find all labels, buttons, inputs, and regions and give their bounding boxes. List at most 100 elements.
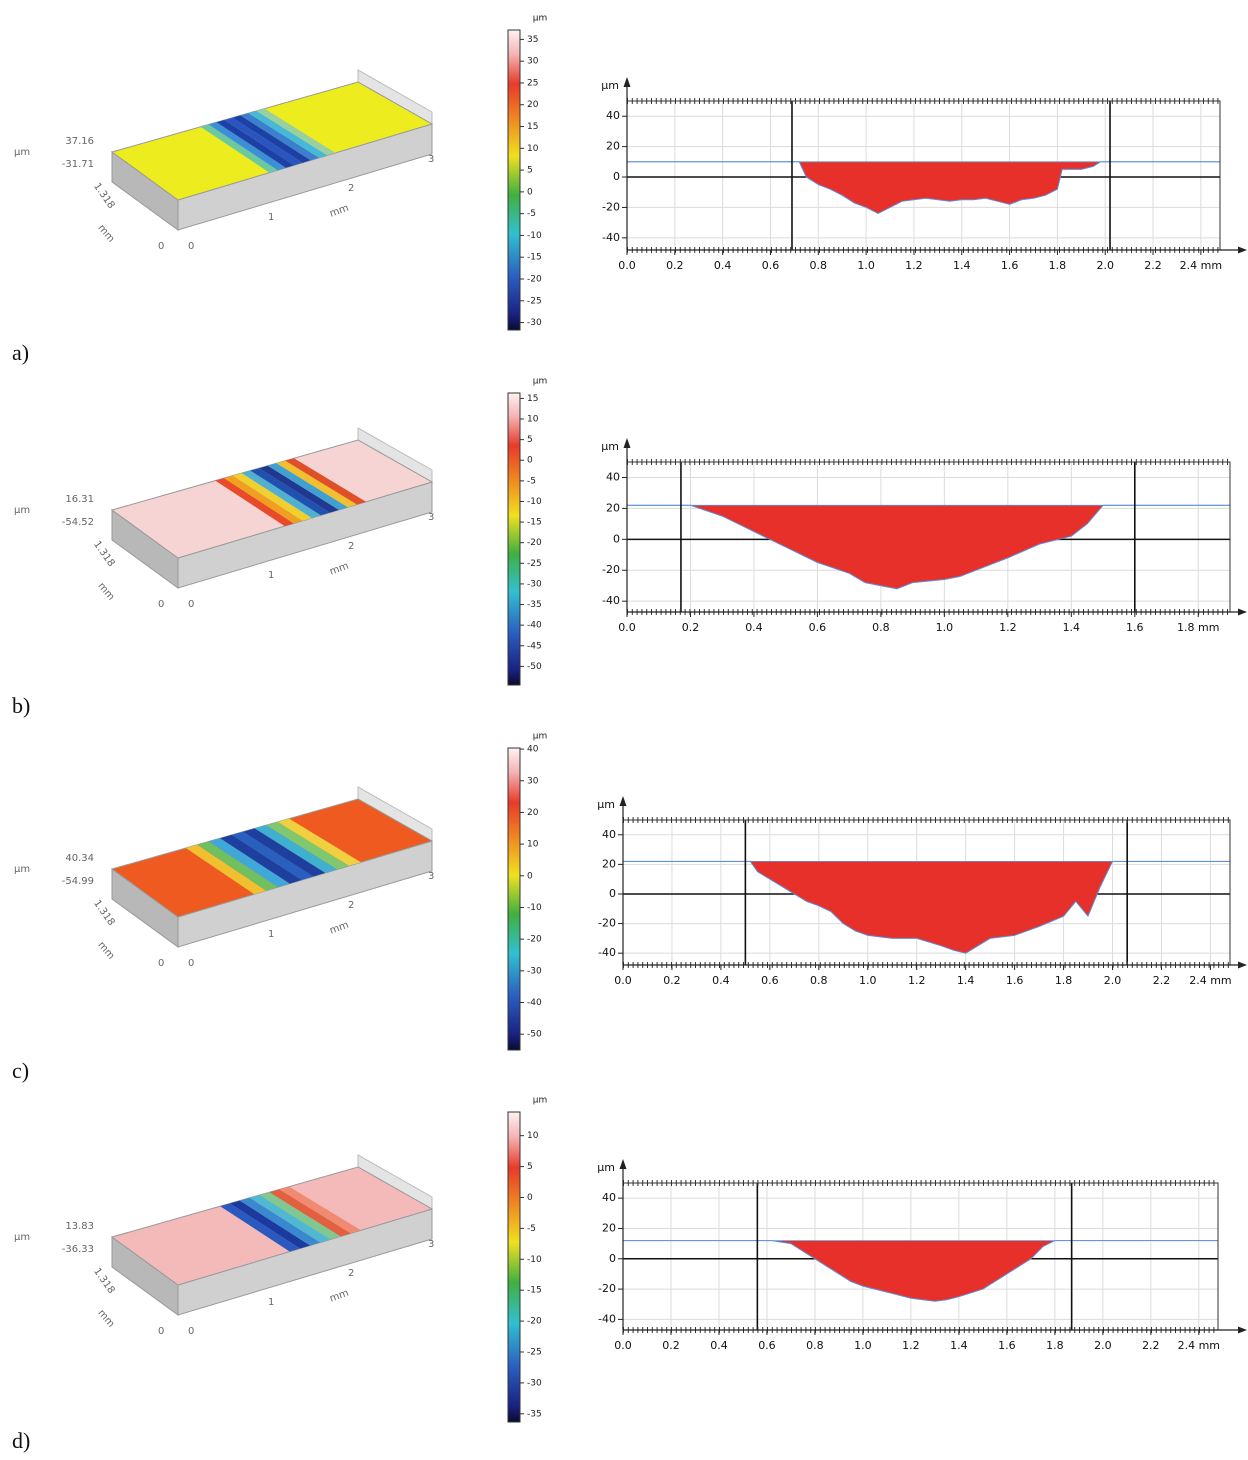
width-unit: mm <box>95 223 116 245</box>
colorbar-tick-label: 20 <box>527 100 539 110</box>
length-tick: 0 <box>188 599 194 610</box>
x-tick-label: 1.8 mm <box>1177 621 1219 634</box>
length-tick: 1 <box>268 570 274 581</box>
x-tick-label: 1.6 <box>998 1339 1016 1352</box>
y-tick-label: 0 <box>613 170 620 183</box>
colorbar-tick-label: -15 <box>527 518 542 528</box>
colorbar-tick-label: -20 <box>527 1317 542 1327</box>
x-tick-label: 2.0 <box>1094 1339 1112 1352</box>
width-unit: mm <box>95 1308 116 1330</box>
figure: a)µm37.16-31.711.318mm00123mmµm353025201… <box>0 0 1248 1460</box>
x-tick-label: 0.2 <box>663 974 681 987</box>
length-tick: 3 <box>428 871 434 882</box>
colorbar-tick-label: -5 <box>527 476 536 486</box>
width-unit: mm <box>95 940 116 962</box>
x-tick-label: 0.0 <box>614 1339 632 1352</box>
length-tick: 2 <box>348 900 354 911</box>
panel-label: b) <box>12 693 30 718</box>
x-tick-label: 1.0 <box>857 259 875 272</box>
y-tick-label: -40 <box>602 231 620 244</box>
colorbar-tick-label: -25 <box>527 1347 542 1357</box>
z-min: -54.52 <box>62 517 94 528</box>
x-tick-label: 1.4 <box>953 259 971 272</box>
colorbar-tick-label: -5 <box>527 1224 536 1234</box>
colorbar-tick-label: -10 <box>527 1255 542 1265</box>
colorbar-tick-label: 40 <box>527 745 539 755</box>
x-tick-label: 1.0 <box>936 621 954 634</box>
x-tick-label: 1.0 <box>859 974 877 987</box>
colorbar-tick-label: 35 <box>527 35 538 45</box>
colorbar-tick-label: -20 <box>527 935 542 945</box>
colorbar-tick-label: 15 <box>527 122 538 132</box>
x-tick-label: 0.4 <box>710 1339 728 1352</box>
length-tick: 2 <box>348 541 354 552</box>
colorbar-unit: µm <box>533 377 548 387</box>
z-unit: µm <box>14 864 30 875</box>
colorbar-tick-label: -25 <box>527 559 542 569</box>
colorbar-tick-label: 10 <box>527 144 539 154</box>
colorbar-tick-label: -10 <box>527 903 542 913</box>
colorbar-tick-label: -20 <box>527 274 542 284</box>
x-tick-label: 0.6 <box>761 974 779 987</box>
colorbar-tick-label: -15 <box>527 1286 542 1296</box>
x-tick-label: 0.6 <box>762 259 780 272</box>
x-tick-label: 1.8 <box>1055 974 1073 987</box>
z-max: 16.31 <box>65 494 94 505</box>
y-arrow <box>624 438 631 448</box>
y-axis-label: µm <box>601 440 619 453</box>
x-tick-label: 0.2 <box>682 621 700 634</box>
x-tick-label: 0.2 <box>666 259 684 272</box>
colorbar-tick-label: 0 <box>527 187 533 197</box>
colorbar-tick-label: -10 <box>527 497 542 507</box>
y-axis-label: µm <box>597 1161 615 1174</box>
y-arrow <box>620 1159 627 1169</box>
y-tick-label: 0 <box>613 532 620 545</box>
x-tick-label: 2.4 mm <box>1178 1339 1220 1352</box>
panel-label: c) <box>12 1058 29 1083</box>
colorbar-tick-label: 5 <box>527 1162 533 1172</box>
colorbar-tick-label: 30 <box>527 57 539 67</box>
x-tick-label: 0.8 <box>810 259 828 272</box>
y-tick-label: -20 <box>598 1282 616 1295</box>
x-tick-label: 1.4 <box>1063 621 1081 634</box>
y-axis-label: µm <box>601 79 619 92</box>
x-tick-label: 1.6 <box>1006 974 1024 987</box>
colorbar-tick-label: -35 <box>527 600 542 610</box>
x-tick-label: 0.2 <box>662 1339 680 1352</box>
z-max: 40.34 <box>65 853 94 864</box>
x-arrow <box>1238 962 1247 969</box>
x-tick-label: 0.0 <box>618 621 636 634</box>
y-tick-label: -40 <box>598 1312 616 1325</box>
width-tick: 0 <box>158 1326 164 1337</box>
length-tick: 1 <box>268 212 274 223</box>
colorbar-tick-label: -30 <box>527 966 542 976</box>
z-max: 37.16 <box>65 136 94 147</box>
y-tick-label: -20 <box>602 563 620 576</box>
y-tick-label: 20 <box>602 1221 616 1234</box>
colorbar-tick-label: -10 <box>527 231 542 241</box>
y-tick-label: -40 <box>598 946 616 959</box>
x-tick-label: 2.0 <box>1104 974 1122 987</box>
colorbar-tick-label: -30 <box>527 318 542 328</box>
colorbar-tick-label: -50 <box>527 1030 542 1040</box>
colorbar-tick-label: -45 <box>527 641 542 651</box>
x-tick-label: 1.2 <box>999 621 1017 634</box>
y-tick-label: 40 <box>602 1191 616 1204</box>
z-unit: µm <box>14 147 30 158</box>
length-unit: mm <box>328 920 350 937</box>
colorbar-tick-label: -40 <box>527 621 542 631</box>
colorbar-tick-label: -35 <box>527 1409 542 1419</box>
y-arrow <box>624 77 631 87</box>
colorbar <box>508 748 520 1050</box>
width-tick: 0 <box>158 958 164 969</box>
length-tick: 3 <box>428 1239 434 1250</box>
length-unit: mm <box>328 1288 350 1305</box>
colorbar-tick-label: -5 <box>527 209 536 219</box>
depth: 1.318 <box>91 1266 116 1296</box>
y-tick-label: 40 <box>606 470 620 483</box>
x-arrow <box>1238 1327 1247 1334</box>
colorbar-tick-label: 15 <box>527 394 538 404</box>
x-tick-label: 2.0 <box>1096 259 1114 272</box>
depth: 1.318 <box>91 898 116 928</box>
x-tick-label: 0.6 <box>809 621 827 634</box>
